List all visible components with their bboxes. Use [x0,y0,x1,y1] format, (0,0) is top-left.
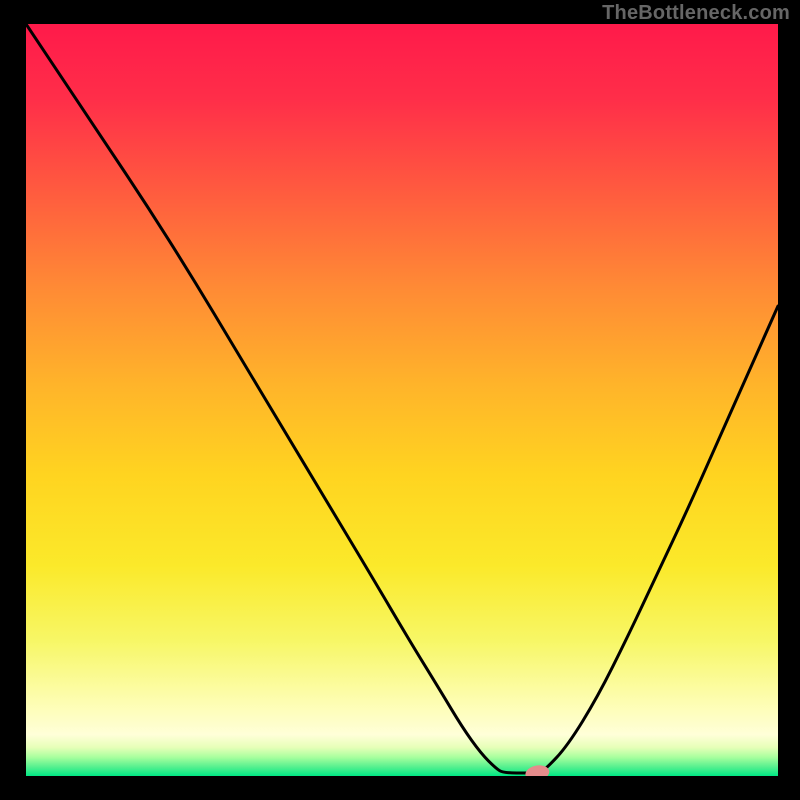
chart-svg [26,24,778,776]
plot-area [26,24,778,776]
chart-frame: TheBottleneck.com [0,0,800,800]
watermark-text: TheBottleneck.com [602,2,790,25]
gradient-background [26,24,778,776]
